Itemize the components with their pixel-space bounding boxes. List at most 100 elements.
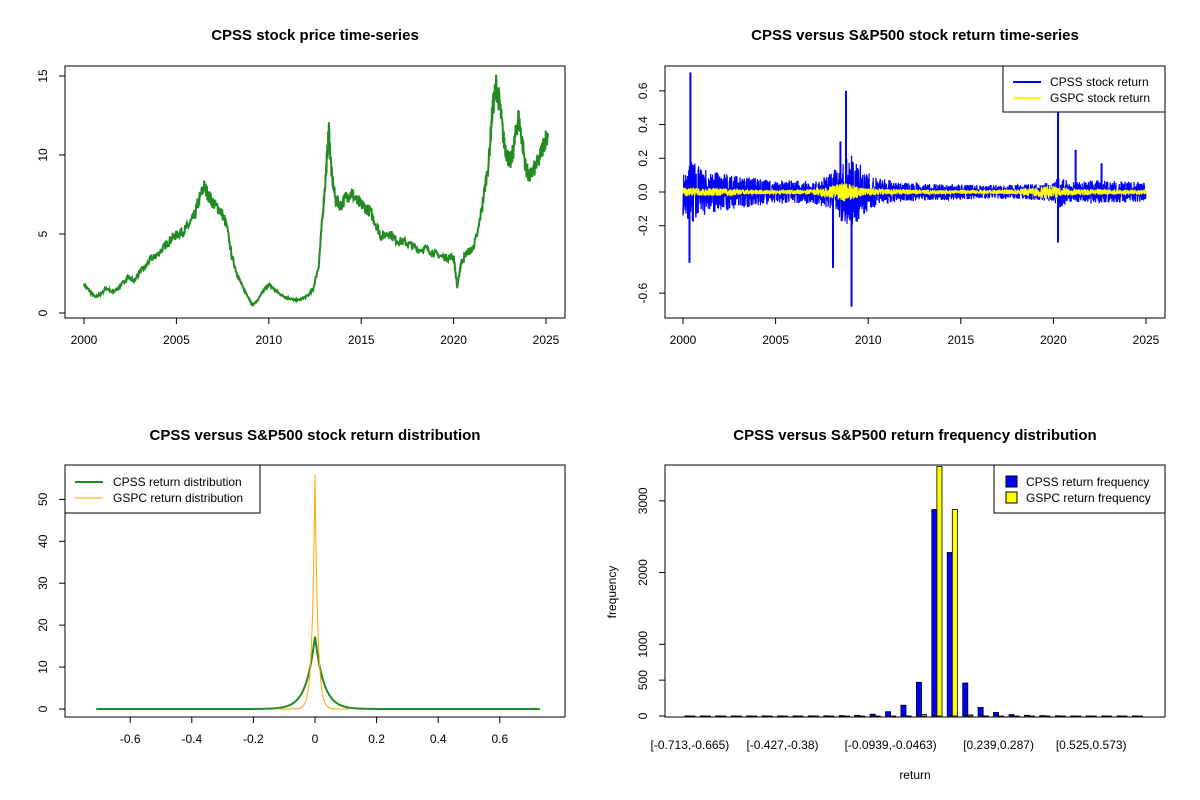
- freq-bar-gspc: [936, 465, 943, 717]
- returns-y-tick-label: -0.6: [636, 282, 650, 303]
- freq-bar-gspc: [720, 715, 727, 718]
- freq-x-tick-label: [-0.427,-0.38): [746, 738, 818, 752]
- density-y-tick-label: 0: [36, 705, 50, 712]
- density-panel: CPSS versus S&P500 stock return distribu…: [36, 427, 566, 746]
- density-y-tick-label: 10: [36, 660, 50, 674]
- freq-legend: CPSS return frequency GSPC return freque…: [993, 464, 1166, 514]
- density-y-tick-label: 30: [36, 576, 50, 590]
- price-y-tick-label: 10: [36, 148, 50, 162]
- returns-x-tick-label: 2025: [1133, 333, 1160, 347]
- price-series: [83, 74, 549, 308]
- freq-axes: 0 500 1000 2000 3000 [-0.713,-0.665) [-0.427,-…: [636, 487, 1127, 752]
- freq-bar-cpss: [1070, 715, 1077, 717]
- freq-x-tick-label: [0.525,0.573): [1056, 738, 1127, 752]
- freq-x-tick-label: [-0.0939,-0.0463): [845, 738, 937, 752]
- freq-bar-gspc: [1106, 715, 1113, 718]
- price-x-tick-label: 2005: [163, 333, 190, 347]
- density-x-tick-label: 0: [312, 732, 319, 746]
- freq-bar-gspc: [1137, 715, 1143, 718]
- freq-legend-swatch-cpss: [1005, 475, 1018, 488]
- freq-bar-gspc: [1029, 715, 1035, 718]
- price-axes: 2000 2005 2010 2015 2020 2025 0 5 10 15: [36, 69, 560, 347]
- freq-bars: [684, 465, 1143, 718]
- freq-bar-gspc: [1013, 715, 1020, 718]
- freq-bar-gspc: [921, 714, 927, 717]
- freq-bar-cpss: [761, 715, 768, 717]
- freq-panel: CPSS versus S&P500 return frequency dist…: [605, 427, 1166, 782]
- price-line: [83, 74, 549, 308]
- returns-x-tick-label: 2005: [762, 333, 789, 347]
- returns-y-tick-label: 0.2: [636, 150, 650, 167]
- freq-bar-cpss: [993, 712, 999, 717]
- density-y-tick-label: 50: [36, 492, 50, 506]
- returns-gspc-line: [682, 182, 1147, 202]
- freq-bar-cpss: [854, 714, 861, 717]
- returns-legend-box: [1002, 65, 1166, 113]
- density-x-tick-label: 0.2: [368, 732, 385, 746]
- freq-bar-gspc: [890, 715, 897, 718]
- density-x-tick-label: -0.2: [243, 732, 264, 746]
- freq-bar-cpss: [900, 704, 907, 717]
- freq-bar-gspc: [1090, 715, 1097, 718]
- price-y-tick-label: 15: [36, 69, 50, 83]
- freq-bar-cpss: [807, 715, 814, 717]
- returns-axes: 2000 2005 2010 2015 2020 2025 -0.6 -0.2 0.0 0.2 0.…: [636, 82, 1160, 347]
- freq-bar-gspc: [905, 715, 912, 717]
- freq-legend-label-gspc: GSPC return frequency: [1026, 491, 1151, 505]
- density-x-tick-label: -0.6: [120, 732, 141, 746]
- price-x-tick-label: 2015: [348, 333, 375, 347]
- density-x-tick-label: -0.4: [181, 732, 202, 746]
- freq-bar-cpss: [823, 715, 830, 717]
- density-legend: CPSS return distribution GSPC return dis…: [64, 464, 261, 514]
- returns-panel: CPSS versus S&P500 stock return time-ser…: [636, 27, 1166, 347]
- freq-legend-swatch-gspc: [1005, 491, 1018, 504]
- returns-x-tick-label: 2015: [947, 333, 974, 347]
- freq-title: CPSS versus S&P500 return frequency dist…: [733, 427, 1096, 444]
- freq-legend-label-cpss: CPSS return frequency: [1026, 475, 1149, 489]
- freq-bar-cpss: [1008, 714, 1015, 717]
- freq-bar-cpss: [977, 707, 984, 717]
- freq-bar-cpss: [792, 715, 799, 717]
- returns-legend-label-gspc: GSPC stock return: [1050, 91, 1150, 105]
- freq-bar-cpss: [699, 715, 706, 717]
- freq-y-tick-label: 1000: [636, 631, 650, 658]
- returns-x-tick-label: 2000: [670, 333, 697, 347]
- freq-bar-cpss: [885, 711, 891, 717]
- freq-bar-gspc: [828, 715, 835, 718]
- freq-bar-cpss: [916, 681, 922, 717]
- freq-bar-gspc: [689, 715, 696, 718]
- price-x-tick-label: 2025: [533, 333, 560, 347]
- freq-bar-cpss: [684, 715, 691, 717]
- returns-x-tick-label: 2020: [1040, 333, 1067, 347]
- freq-bar-gspc: [843, 715, 850, 718]
- freq-y-tick-label: 3000: [636, 487, 650, 514]
- price-x-tick-label: 2020: [440, 333, 467, 347]
- freq-y-tick-label: 2000: [636, 559, 650, 586]
- density-legend-box: [64, 464, 261, 514]
- density-legend-label-gspc: GSPC return distribution: [113, 491, 243, 505]
- freq-bar-cpss: [869, 713, 876, 717]
- freq-bar-gspc: [705, 715, 711, 718]
- freq-bar-cpss: [1116, 715, 1123, 717]
- freq-bar-gspc: [766, 715, 773, 718]
- freq-bar-cpss: [1085, 715, 1092, 717]
- freq-bar-gspc: [797, 715, 804, 718]
- freq-bar-cpss: [1054, 715, 1061, 717]
- freq-bar-gspc: [998, 715, 1005, 718]
- freq-bar-cpss: [746, 715, 753, 717]
- freq-bar-cpss: [946, 552, 953, 717]
- freq-bar-gspc: [782, 715, 788, 718]
- freq-x-tick-label: [0.239,0.287): [963, 738, 1034, 752]
- returns-series: [682, 72, 1147, 307]
- freq-bar-cpss: [1024, 714, 1030, 717]
- freq-bar-gspc: [735, 715, 742, 718]
- freq-bar-gspc: [1044, 715, 1051, 718]
- returns-y-tick-label: 0.4: [636, 116, 650, 133]
- density-y-tick-label: 20: [36, 618, 50, 632]
- price-x-tick-label: 2000: [71, 333, 98, 347]
- freq-bar-cpss: [1039, 715, 1046, 717]
- freq-bar-cpss: [777, 715, 783, 717]
- density-title: CPSS versus S&P500 stock return distribu…: [150, 427, 481, 444]
- density-x-tick-label: 0.4: [430, 732, 447, 746]
